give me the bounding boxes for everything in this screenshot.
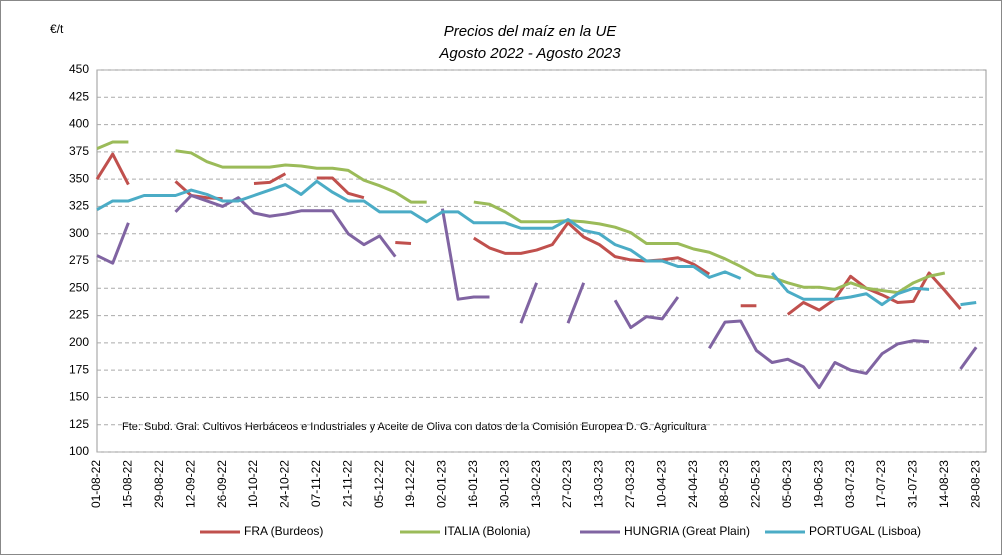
legend-label: ITALIA (Bolonia) (444, 524, 530, 538)
y-tick-label: 125 (69, 417, 89, 431)
x-tick-label: 31-07-23 (906, 460, 920, 508)
x-tick-label: 19-12-22 (403, 460, 417, 508)
chart-subtitle: Agosto 2022 - Agosto 2023 (438, 45, 621, 62)
x-tick-label: 28-08-23 (968, 460, 982, 508)
x-tick-label: 24-10-22 (278, 460, 292, 508)
x-tick-label: 05-06-23 (780, 460, 794, 508)
x-tick-label: 13-03-23 (592, 460, 606, 508)
series-line (96, 140, 946, 295)
y-tick-label: 450 (69, 62, 89, 76)
x-tick-label: 10-04-23 (654, 460, 668, 508)
legend-label: PORTUGAL (Lisboa) (809, 524, 921, 538)
x-tick-label: 30-01-23 (497, 460, 511, 508)
y-tick-label: 325 (69, 199, 89, 213)
series-line (95, 152, 962, 316)
x-tick-label: 24-04-23 (686, 460, 700, 508)
y-tick-label: 425 (69, 89, 89, 103)
x-tick-label: 08-05-23 (717, 460, 731, 508)
y-tick-label: 300 (69, 226, 89, 240)
y-tick-label: 150 (69, 390, 89, 404)
y-tick-label: 375 (69, 144, 89, 158)
x-tick-label: 14-08-23 (937, 460, 951, 508)
y-tick-label: 350 (69, 171, 89, 185)
annotation: Fte: Subd. Gral. Cultivos Herbáceos e In… (122, 421, 707, 433)
x-tick-label: 15-08-22 (121, 460, 135, 508)
x-tick-label: 13-02-23 (529, 460, 543, 508)
x-tick-label: 29-08-22 (152, 460, 166, 508)
series-line (96, 179, 977, 307)
x-tick-label: 07-11-22 (309, 460, 323, 507)
y-tick-label: 100 (69, 444, 89, 458)
y-tick-label: 225 (69, 308, 89, 322)
y-tick-label: 275 (69, 253, 89, 267)
x-tick-label: 26-09-22 (215, 460, 229, 508)
y-axis-label: €/t (50, 22, 64, 36)
x-tick-label: 03-07-23 (843, 460, 857, 508)
x-tick-label: 17-07-23 (874, 460, 888, 508)
x-tick-label: 27-02-23 (560, 460, 574, 508)
x-tick-label: 27-03-23 (623, 460, 637, 508)
x-tick-label: 05-12-22 (372, 460, 386, 508)
y-tick-label: 400 (69, 117, 89, 131)
x-tick-label: 10-10-22 (246, 460, 260, 508)
x-tick-label: 12-09-22 (183, 460, 197, 508)
x-tick-label: 16-01-23 (466, 460, 480, 508)
legend-label: HUNGRIA (Great Plain) (624, 524, 750, 538)
series-line (96, 194, 978, 390)
x-tick-label: 02-01-23 (435, 460, 449, 508)
x-tick-label: 19-06-23 (811, 460, 825, 508)
x-tick-label: 22-05-23 (749, 460, 763, 508)
y-tick-label: 175 (69, 362, 89, 376)
x-tick-label: 21-11-22 (340, 460, 354, 507)
chart-title: Precios del maíz en la UE (444, 23, 618, 40)
legend-label: FRA (Burdeos) (244, 524, 323, 538)
y-tick-label: 200 (69, 335, 89, 349)
y-tick-label: 250 (69, 280, 89, 294)
x-tick-label: 01-08-22 (89, 460, 103, 508)
